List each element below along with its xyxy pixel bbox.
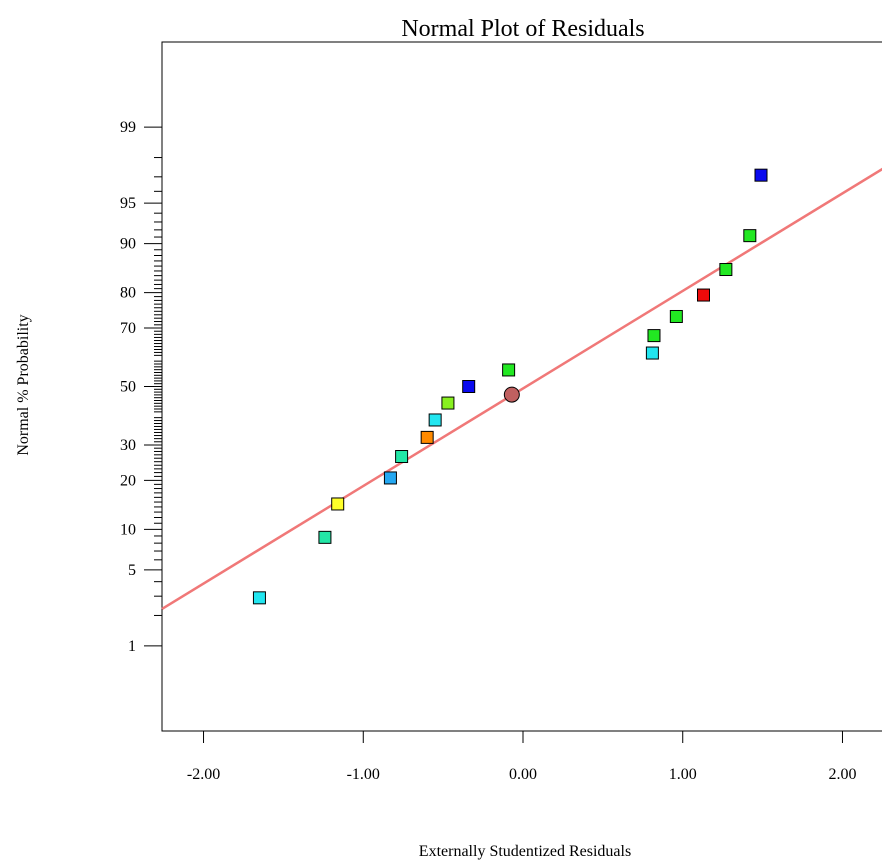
y-tick-label: 20: [120, 472, 136, 489]
fit-line: [161, 167, 882, 611]
y-tick-label: 90: [120, 236, 136, 253]
y-tick-label: 30: [120, 437, 136, 454]
x-tick-label: 0.00: [509, 766, 537, 783]
data-point-circle: [503, 386, 520, 403]
data-point-square: [395, 450, 409, 464]
data-point-square: [754, 168, 768, 182]
data-point-square: [428, 413, 442, 427]
x-axis-label: Externally Studentized Residuals: [419, 843, 631, 860]
data-point-square: [502, 363, 516, 377]
data-point-square: [647, 329, 661, 343]
data-point-square: [318, 530, 332, 544]
data-point-square: [462, 380, 476, 393]
data-point-square: [697, 288, 710, 302]
data-point-square: [331, 497, 345, 511]
data-point-square: [252, 591, 266, 605]
plot-frame: [161, 41, 882, 732]
y-tick-label: 1: [128, 638, 136, 655]
y-tick-label: 95: [120, 195, 136, 212]
y-tick-label: 10: [120, 521, 136, 538]
y-tick-label: 70: [120, 320, 136, 337]
data-point-square: [743, 229, 757, 243]
data-point-square: [669, 309, 683, 323]
y-tick-label: 80: [120, 285, 136, 302]
x-tick-label: -2.00: [187, 766, 220, 783]
x-tick-label: -1.00: [347, 766, 380, 783]
y-tick-label: 5: [128, 562, 136, 579]
x-tick-label: 2.00: [828, 766, 856, 783]
data-point-square: [441, 396, 455, 410]
chart-title: Normal Plot of Residuals: [401, 16, 644, 42]
y-axis-label: Normal % Probability: [15, 314, 32, 455]
y-tick-label: 99: [120, 119, 136, 136]
data-point-square: [719, 263, 733, 277]
data-point-square: [420, 430, 434, 444]
data-point-square: [383, 471, 397, 485]
x-tick-label: 1.00: [669, 766, 697, 783]
y-tick-label: 50: [120, 379, 136, 396]
data-point-square: [645, 346, 659, 360]
